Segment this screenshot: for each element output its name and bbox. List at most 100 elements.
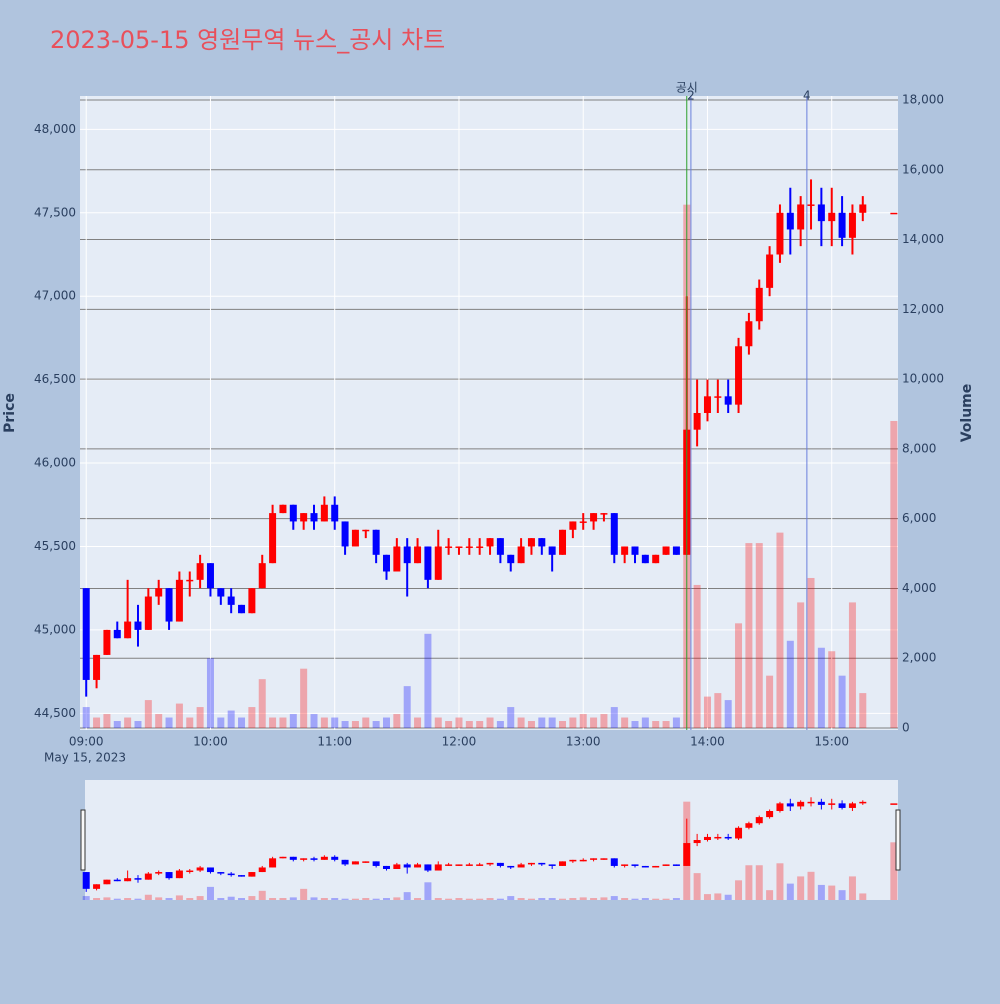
candle-body (735, 827, 743, 839)
candle-body (248, 872, 256, 877)
volume-bar (538, 898, 546, 900)
candle-body (175, 579, 183, 622)
volume-bar (507, 707, 515, 728)
candle-body (217, 872, 225, 874)
volume-bar (807, 871, 815, 900)
candle-body (476, 546, 484, 548)
volume-bar (320, 898, 328, 900)
volume-bar (548, 717, 556, 728)
volume-bar (362, 717, 370, 728)
candle-body (165, 872, 173, 879)
candle-body (621, 546, 629, 555)
candle-body (155, 872, 163, 874)
candle-body (351, 861, 359, 865)
volume-bar (165, 717, 173, 728)
candle-body (621, 864, 629, 866)
volume-bar (848, 602, 856, 728)
candle-body (279, 504, 287, 514)
candle-body (548, 864, 556, 866)
candle-body (382, 865, 390, 869)
candle-body (848, 803, 856, 808)
range-handle-right[interactable] (895, 809, 901, 871)
candle-body (527, 538, 535, 547)
volume-bar (496, 721, 504, 728)
candle-body (507, 554, 515, 564)
candle-body (631, 546, 639, 555)
candle-body (362, 529, 370, 532)
candle-body (590, 513, 598, 522)
x-tick-label: 14:00 (690, 735, 725, 749)
candle-body (341, 521, 349, 547)
candle-body (134, 621, 142, 630)
volume-bar (248, 896, 256, 900)
volume-bar (331, 717, 339, 728)
candle-body (310, 858, 318, 860)
candle-body (890, 212, 898, 215)
volume-bar (486, 717, 494, 728)
volume-bar (672, 898, 680, 900)
y-tick-label: 45,500 (34, 539, 76, 553)
volume-bar (414, 717, 422, 728)
volume-bar (538, 717, 546, 728)
volume-bar (766, 675, 774, 728)
volume-bar (403, 892, 411, 900)
candle-body (817, 204, 825, 222)
volume-bar (175, 703, 183, 728)
volume-bar (817, 884, 825, 900)
volume-bar (828, 885, 836, 900)
candle-body (414, 546, 422, 564)
volume-bar (248, 707, 256, 728)
volume-bar (703, 696, 711, 728)
candle-body (496, 538, 504, 555)
volume-bar (258, 679, 266, 728)
candle-body (714, 396, 722, 398)
volume-bar (279, 717, 287, 728)
range-handle-left[interactable] (80, 809, 86, 871)
volume-bar (351, 898, 359, 900)
candle-body (766, 811, 774, 818)
volume-bar (113, 721, 121, 728)
candle-body (496, 862, 504, 866)
candle-body (300, 513, 308, 522)
candle-body (165, 588, 173, 622)
candle-body (403, 864, 411, 868)
volume-bar (859, 693, 867, 728)
x-date-label: May 15, 2023 (44, 751, 126, 765)
volume-bar (424, 633, 432, 728)
range-slider[interactable] (85, 780, 898, 900)
chart-title: 2023-05-15 영원무역 뉴스_공시 차트 (50, 26, 445, 54)
volume-bar (476, 898, 484, 900)
volume-bar (217, 898, 225, 900)
candle-body (745, 823, 753, 828)
candle-body (538, 862, 546, 865)
candle-body (424, 546, 432, 580)
candle-body (693, 840, 701, 844)
volume-bar (155, 714, 163, 728)
volume-bar (797, 602, 805, 728)
candle-body (859, 801, 867, 804)
y2-tick-label: 0 (902, 721, 910, 735)
volume-bar (227, 710, 235, 728)
volume-bar (455, 898, 463, 900)
candle-body (279, 856, 287, 859)
volume-bar (828, 651, 836, 728)
y2-tick-label: 8,000 (902, 441, 936, 455)
candle-body (569, 521, 577, 530)
volume-bar (641, 717, 649, 728)
volume-bar (527, 898, 535, 900)
volume-bar (331, 898, 339, 900)
volume-bar (217, 717, 225, 728)
candle-body (828, 803, 836, 805)
candle-body (434, 864, 442, 871)
volume-bar (300, 668, 308, 728)
volume-bar (134, 898, 142, 900)
candle-body (113, 629, 121, 639)
candle-body (144, 873, 152, 880)
y2-tick-label: 18,000 (902, 93, 944, 107)
y2-tick-label: 6,000 (902, 511, 936, 525)
candle-body (269, 513, 277, 564)
candle-body (548, 546, 556, 555)
y-tick-label: 45,000 (34, 622, 76, 636)
candle-body (93, 884, 101, 889)
